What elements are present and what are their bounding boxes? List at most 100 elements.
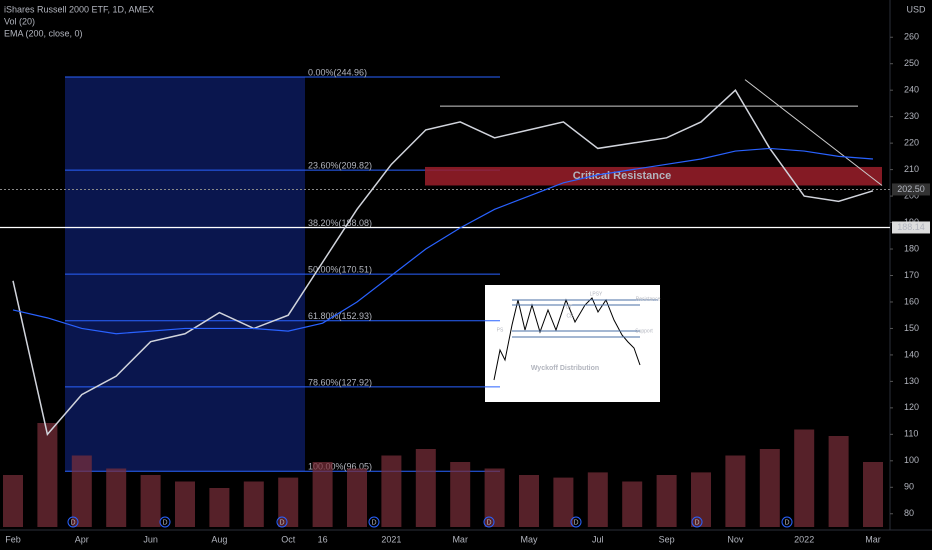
volume-bar	[484, 468, 505, 527]
volume-bar	[519, 475, 539, 527]
y-tick-label: 220	[904, 138, 919, 148]
y-tick-label: 230	[904, 111, 919, 121]
dividend-label: D	[279, 519, 284, 526]
volume-bar	[71, 455, 92, 527]
fib-label: 0.00%(244.96)	[308, 67, 367, 77]
wyckoff-inset: PS LPSY CE UT Resistance Support Wyckoff Distr…	[485, 285, 661, 402]
volume-bar	[3, 475, 23, 527]
price-tag	[892, 183, 930, 196]
dividend-marker	[368, 516, 380, 528]
dividend-marker	[159, 516, 171, 528]
x-tick-label: Nov	[727, 534, 744, 544]
dividend-label: D	[573, 519, 578, 526]
y-tick-label: 110	[904, 429, 918, 439]
volume-bar	[725, 455, 746, 527]
indicator-label: EMA (200, close, 0)	[4, 28, 83, 38]
y-tick-label: 100	[904, 455, 919, 465]
x-tick-label: Jul	[592, 534, 604, 544]
price-tag-label: 188.14	[897, 222, 925, 232]
dividend-marker	[67, 516, 79, 528]
volume-bar	[415, 449, 436, 527]
dividend-label: D	[70, 519, 75, 526]
x-tick-label: Aug	[211, 534, 227, 544]
x-tick-label: Mar	[452, 534, 468, 544]
x-tick-label: 16	[318, 534, 328, 544]
dividend-marker	[276, 516, 288, 528]
x-tick-label: Feb	[5, 534, 21, 544]
x-tick-label: Apr	[75, 534, 89, 544]
x-tick-label: Oct	[281, 534, 296, 544]
currency-label: USD	[906, 4, 926, 14]
y-tick-label: 80	[904, 508, 914, 518]
dividend-label: D	[486, 519, 491, 526]
dividend-label: D	[784, 519, 789, 526]
resistance-band	[425, 166, 882, 186]
volume-bar	[587, 472, 608, 527]
price-tag-label: 202.50	[897, 184, 925, 194]
volume-bar	[863, 462, 883, 527]
volume-bar	[106, 468, 127, 527]
fib-label: 61.80%(152.93)	[308, 311, 372, 321]
inset-label: LPSY	[590, 291, 603, 297]
volume-bar	[759, 449, 780, 527]
inset-label: PS	[497, 327, 504, 333]
chart-title: iShares Russell 2000 ETF, 1D, AMEX	[4, 4, 154, 14]
y-tick-label: 90	[904, 482, 914, 492]
volume-bar	[828, 436, 849, 527]
inset-label: Resistance	[636, 296, 661, 302]
y-tick-label: 140	[904, 349, 919, 359]
y-tick-label: 160	[904, 296, 919, 306]
volume-bar	[209, 488, 230, 527]
volume-bar	[347, 468, 367, 527]
x-tick-label: 2021	[381, 534, 401, 544]
ema-line	[12, 147, 874, 335]
dividend-label: D	[694, 519, 699, 526]
dividend-label: D	[371, 519, 376, 526]
fib-label: 78.60%(127.92)	[308, 377, 372, 387]
volume-bar	[381, 455, 402, 527]
dividend-marker	[570, 516, 582, 528]
y-tick-label: 170	[904, 270, 919, 280]
x-tick-label: Jun	[143, 534, 158, 544]
inset-title: Wyckoff Distribution	[531, 365, 599, 372]
price-tag	[892, 221, 930, 234]
price-line	[12, 89, 874, 436]
y-tick-label: 180	[904, 243, 919, 253]
volume-bar	[243, 481, 264, 527]
dividend-marker	[691, 516, 703, 528]
inset-label: CE	[567, 313, 575, 319]
volume-bar	[37, 423, 58, 527]
y-tick-label: 260	[904, 32, 919, 42]
y-tick-label: 130	[904, 376, 919, 386]
x-tick-label: Sep	[659, 534, 675, 544]
y-tick-label: 240	[904, 85, 919, 95]
dividend-label: D	[162, 519, 167, 526]
volume-bar	[691, 472, 711, 527]
volume-bar	[278, 477, 299, 527]
y-tick-label: 150	[904, 323, 919, 333]
volume-bar	[553, 477, 574, 527]
inset-label: UT	[566, 304, 573, 310]
volume-bar	[175, 481, 195, 527]
fib-label: 50.00%(170.51)	[308, 265, 372, 275]
fib-label: 23.60%(209.82)	[308, 160, 372, 170]
inset-label: Support	[635, 328, 653, 334]
x-tick-label: 2022	[794, 534, 814, 544]
fib-label: 100.00%(96.05)	[308, 462, 372, 472]
y-tick-label: 210	[904, 164, 919, 174]
x-tick-label: Mar	[865, 534, 881, 544]
x-tick-label: May	[520, 534, 538, 544]
volume-bar	[656, 475, 677, 527]
volume-bar	[140, 475, 161, 527]
inset-bg	[485, 285, 660, 402]
volume-bar	[450, 462, 471, 527]
volume-bar	[794, 429, 815, 527]
dividend-marker	[483, 516, 495, 528]
trendline	[744, 79, 883, 186]
y-tick-label: 250	[904, 58, 919, 68]
resistance-label: Critical Resistance	[573, 170, 671, 182]
y-tick-label: 120	[904, 402, 919, 412]
indicator-label: Vol (20)	[4, 16, 35, 26]
dividend-marker	[781, 516, 793, 528]
